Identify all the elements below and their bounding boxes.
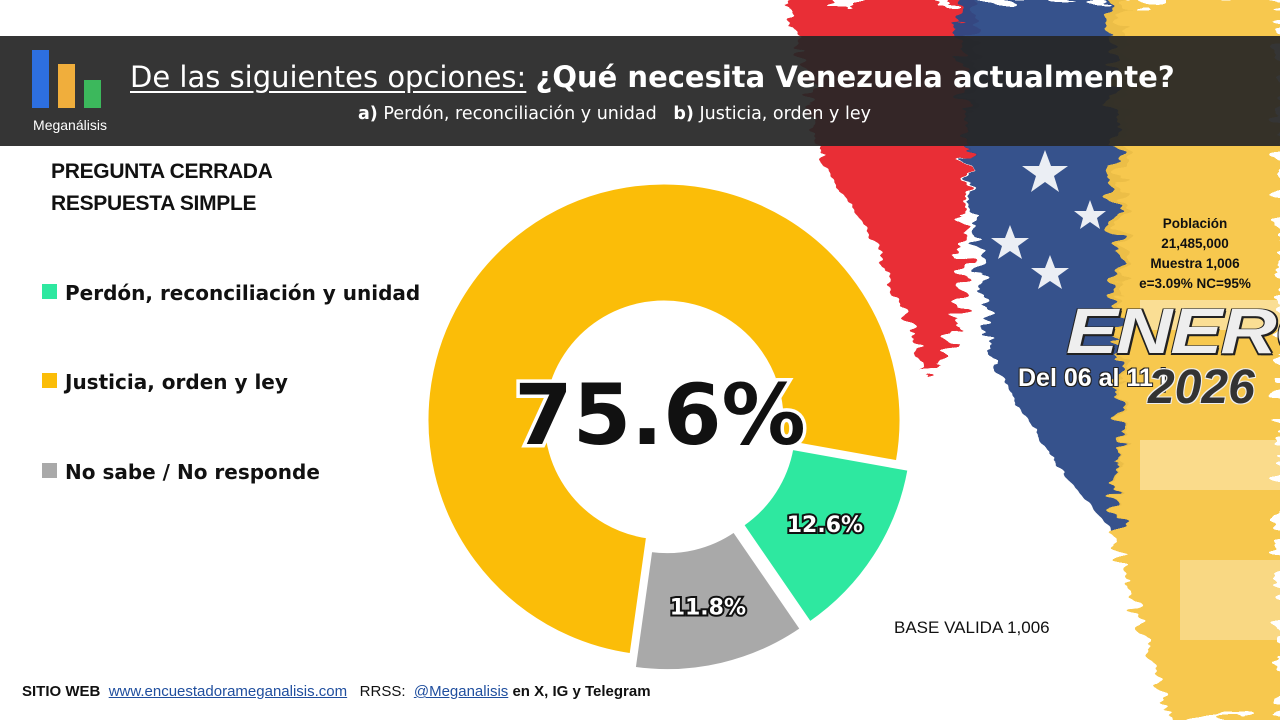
site-label: SITIO WEB bbox=[22, 683, 101, 700]
base-valida: BASE VALIDA 1,006 bbox=[894, 618, 1050, 637]
error-margin: e=3.09% NC=95% bbox=[1139, 276, 1251, 291]
sample-stats: Población 21,485,000 Muestra 1,006 e=3.0… bbox=[1120, 214, 1270, 294]
period-year: 2026 bbox=[1148, 361, 1255, 414]
options-subtitle: a) Perdón, reconciliación y unidad b) Ju… bbox=[358, 104, 871, 124]
legend-item-perdon: Perdón, reconciliación y unidad bbox=[42, 281, 420, 305]
header-bar: Meganálisis De las siguientes opciones: … bbox=[0, 36, 1280, 146]
option-a-text: Perdón, reconciliación y unidad bbox=[383, 104, 657, 124]
logo-bar-blue bbox=[32, 50, 49, 108]
donut-label-1: 75.6% bbox=[514, 366, 805, 464]
title-question: ¿Qué necesita Venezuela actualmente? bbox=[535, 60, 1175, 94]
period-month: ENERO bbox=[1066, 295, 1280, 368]
legend-item-justicia: Justicia, orden y ley bbox=[42, 370, 288, 394]
question-type: PREGUNTA CERRADA RESPUESTA SIMPLE bbox=[51, 156, 273, 220]
legend-label-justicia: Justicia, orden y ley bbox=[65, 370, 288, 394]
legend-label-nsnr: No sabe / No responde bbox=[65, 460, 320, 484]
logo-bar-orange bbox=[58, 64, 75, 108]
footer: SITIO WEB www.encuestadorameganalisis.co… bbox=[22, 683, 651, 700]
donut-label-2: 12.6% bbox=[787, 513, 863, 538]
networks-text: en X, IG y Telegram bbox=[512, 683, 651, 700]
legend-swatch-justicia bbox=[42, 373, 57, 388]
question-type-line1: PREGUNTA CERRADA bbox=[51, 160, 273, 183]
site-link[interactable]: www.encuestadorameganalisis.com bbox=[108, 683, 348, 700]
logo-text: Meganálisis bbox=[33, 117, 107, 133]
muestra: Muestra 1,006 bbox=[1150, 256, 1240, 271]
title-lead: De las siguientes opciones: bbox=[130, 60, 527, 94]
donut-slice-1 bbox=[425, 181, 903, 657]
period-range: Del 06 al 11 | bbox=[1018, 364, 1167, 392]
legend-swatch-nsnr bbox=[42, 463, 57, 478]
legend-item-nsnr: No sabe / No responde bbox=[42, 460, 320, 484]
option-b-letter: b) bbox=[673, 104, 694, 124]
question-type-line2: RESPUESTA SIMPLE bbox=[51, 192, 257, 215]
meganalisis-logo: Meganálisis bbox=[22, 50, 118, 140]
page-title: De las siguientes opciones: ¿Qué necesit… bbox=[130, 60, 1270, 94]
rrss-label: RRSS: bbox=[359, 683, 406, 700]
option-b-text: Justicia, orden y ley bbox=[699, 104, 871, 124]
donut-label-3: 11.8% bbox=[670, 595, 746, 620]
option-a-letter: a) bbox=[358, 104, 378, 124]
logo-bar-green bbox=[84, 80, 101, 108]
poblacion-label: Población bbox=[1162, 216, 1228, 231]
handle-link[interactable]: @Meganalisis bbox=[413, 683, 509, 700]
legend-label-perdon: Perdón, reconciliación y unidad bbox=[65, 281, 421, 305]
donut-slice-2 bbox=[740, 446, 911, 626]
donut-slice-3 bbox=[632, 528, 804, 673]
poblacion-value: 21,485,000 bbox=[1161, 236, 1229, 251]
legend-swatch-perdon bbox=[42, 284, 57, 299]
